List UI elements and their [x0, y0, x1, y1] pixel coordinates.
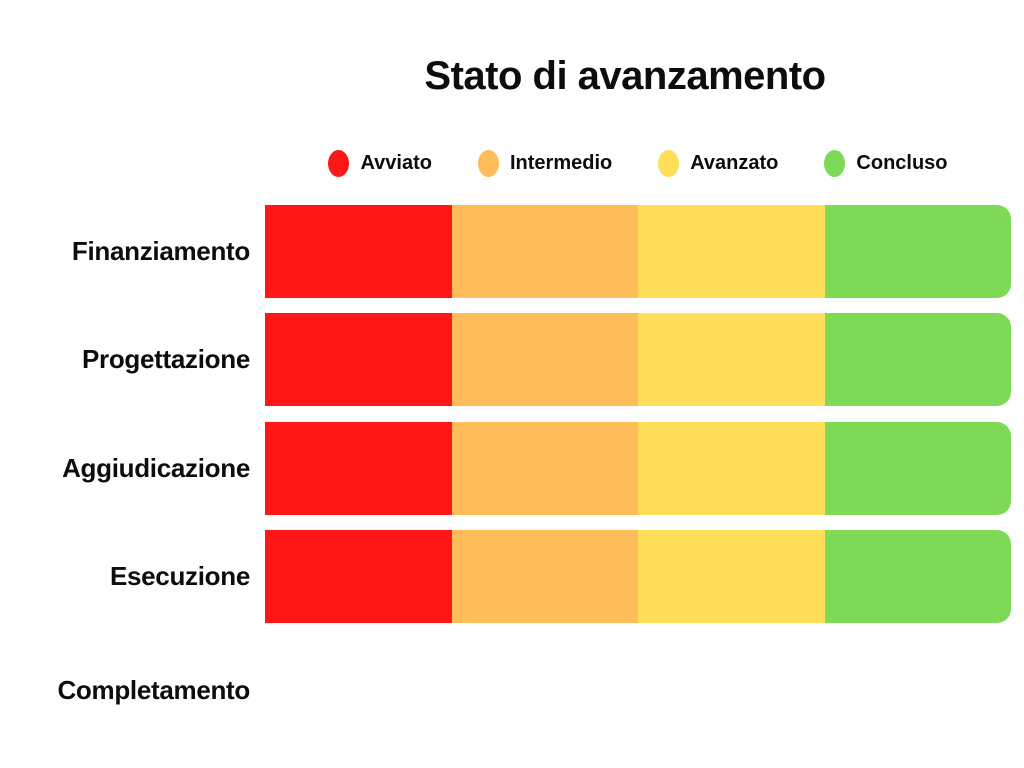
bar-segment-intermedio [451, 422, 638, 515]
bar-segment-avviato [265, 313, 452, 406]
legend-dot-icon [328, 149, 350, 177]
legend: Avviato Intermedio Avanzato Concluso [265, 148, 1011, 178]
row-label-aggiudicazione: Aggiudicazione [62, 453, 250, 483]
bar-segment-avviato [265, 422, 452, 515]
row-label-progettazione: Progettazione [81, 344, 250, 374]
legend-item-avviato: Avviato [328, 149, 432, 177]
bar-segment-intermedio [451, 205, 638, 298]
bar-segment-avanzato [638, 422, 825, 515]
legend-item-avanzato: Avanzato [658, 149, 779, 177]
bar-segment-concluso [824, 530, 1011, 623]
bar-row-progettazione [265, 313, 1011, 406]
legend-item-concluso: Concluso [824, 149, 948, 177]
bar-segment-avviato [265, 530, 452, 623]
bar-segment-avanzato [638, 530, 825, 623]
bar-row-finanziamento [265, 205, 1011, 298]
bar-segment-intermedio [451, 313, 638, 406]
bar-segment-avanzato [638, 205, 825, 298]
chart-title: Stato di avanzamento [424, 54, 826, 98]
bar-segment-concluso [824, 205, 1011, 298]
bar-segment-avanzato [638, 313, 825, 406]
row-label-finanziamento: Finanziamento [71, 236, 250, 266]
legend-label: Avanzato [690, 151, 779, 174]
bar-segment-intermedio [451, 530, 638, 623]
bar-segment-concluso [824, 313, 1011, 406]
bar-segment-avviato [265, 205, 452, 298]
legend-label: Avviato [360, 151, 432, 174]
row-label-esecuzione: Esecuzione [109, 561, 250, 591]
bar-row-aggiudicazione [265, 422, 1011, 515]
legend-dot-icon [658, 149, 680, 177]
legend-dot-icon [824, 149, 846, 177]
legend-item-intermedio: Intermedio [477, 149, 613, 177]
legend-label: Concluso [856, 151, 948, 174]
legend-label: Intermedio [509, 151, 613, 174]
legend-dot-icon [477, 149, 499, 177]
bar-segment-concluso [824, 422, 1011, 515]
bar-row-esecuzione [265, 530, 1011, 623]
row-label-completamento: Completamento [57, 675, 250, 705]
